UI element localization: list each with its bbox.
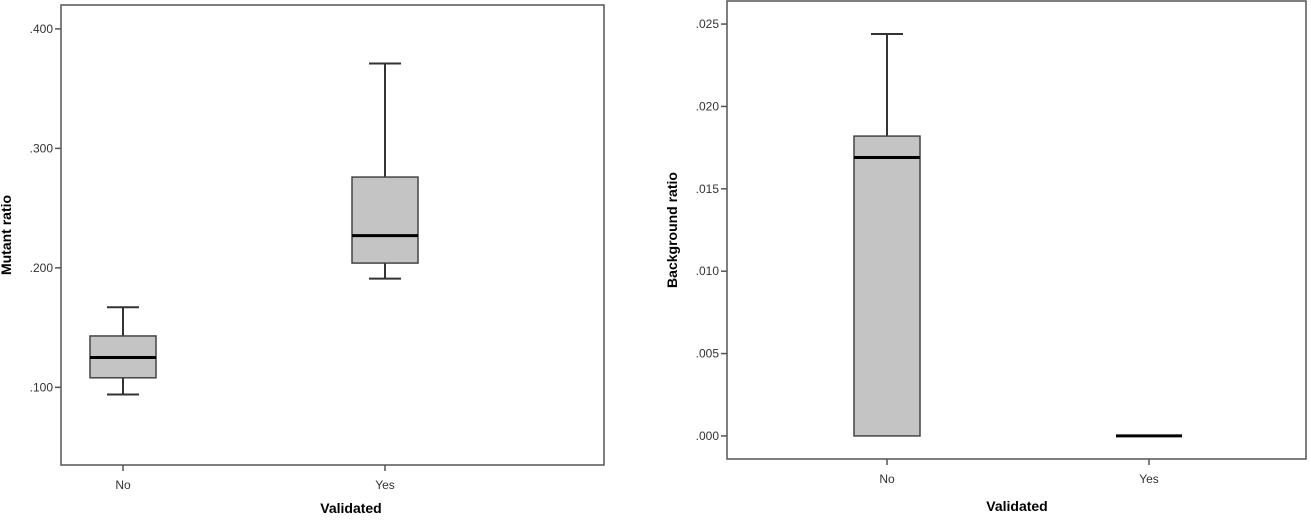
iqr-box	[351, 176, 419, 264]
x-axis-title: Validated	[320, 500, 381, 516]
y-tick-label: .020	[696, 99, 720, 113]
plot-frame	[60, 4, 605, 466]
x-tick-label: No	[879, 472, 895, 486]
y-tick-label: .000	[696, 429, 720, 443]
y-tick-label: .400	[30, 22, 54, 36]
x-tick-label: No	[115, 478, 131, 492]
background-ratio-boxplot: .000 .005 .010 .015 .020 .025 No Yes Background…	[660, 0, 1311, 517]
x-tick-label: Yes	[375, 478, 395, 492]
background-ratio-svg: .000 .005 .010 .015 .020 .025 No Yes Background…	[664, 0, 1307, 514]
y-tick-label: .300	[30, 141, 54, 155]
y-axis-title: Mutant ratio	[0, 195, 14, 275]
mutant-ratio-boxplot: .100 .200 .300 .400 No Yes Mutant ratio Valid…	[0, 0, 620, 517]
plot-frame	[726, 0, 1307, 460]
y-tick-label: .200	[30, 261, 54, 275]
y-tick-label: .025	[696, 17, 720, 31]
iqr-box	[853, 135, 921, 437]
mutant-ratio-svg: .100 .200 .300 .400 No Yes Mutant ratio Valid…	[0, 4, 605, 516]
y-tick-label: .010	[696, 264, 720, 278]
y-axis-title: Background ratio	[664, 172, 680, 288]
x-axis-title: Validated	[986, 498, 1047, 514]
x-tick-label: Yes	[1139, 472, 1159, 486]
y-tick-label: .005	[696, 347, 720, 361]
y-tick-label: .100	[30, 380, 54, 394]
y-tick-label: .015	[696, 182, 720, 196]
